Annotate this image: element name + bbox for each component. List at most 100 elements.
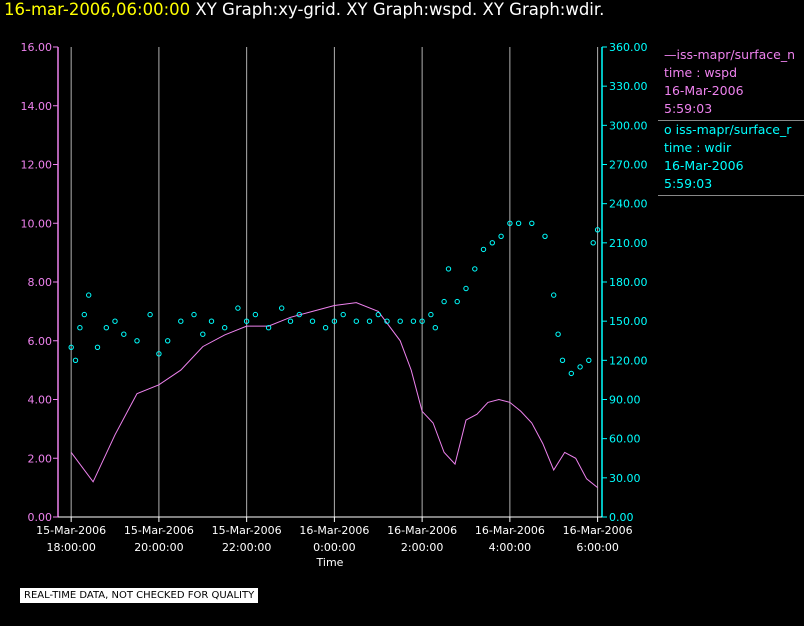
x-tick-date-6: 16-Mar-2006	[563, 524, 633, 537]
x-tick-time-0: 18:00:00	[46, 541, 95, 554]
y-left-tick-3: 6.00	[28, 335, 53, 348]
wdir-point	[309, 318, 316, 324]
wdir-point	[384, 318, 390, 324]
wdir-point	[147, 311, 153, 318]
wdir-point	[165, 338, 171, 344]
x-tick-date-2: 15-Mar-2006	[212, 524, 282, 537]
wdir-point	[590, 240, 596, 246]
wdir-point	[112, 318, 118, 324]
legend-wspd: —iss-mapr/surface_n time : wspd 16-Mar-2…	[664, 46, 804, 118]
wdir-point	[529, 220, 535, 227]
wdir-point	[340, 311, 346, 318]
wdir-point	[568, 370, 574, 377]
wdir-point	[191, 311, 197, 318]
wdir-point	[235, 305, 241, 311]
title-date: 16-mar-2006,06:00:00	[4, 0, 191, 19]
x-tick-date-1: 15-Mar-2006	[124, 524, 194, 537]
wdir-point	[472, 266, 478, 272]
legend-wdir-line1: time : wdir	[664, 140, 732, 155]
wdir-point	[432, 325, 438, 331]
y-right-tick-1: 30.00	[609, 472, 641, 485]
x-tick-time-3: 0:00:00	[313, 541, 355, 554]
x-tick-time-6: 6:00:00	[576, 541, 618, 554]
wdir-point	[86, 292, 92, 298]
legend-wspd-line3: 5:59:03	[664, 101, 713, 116]
wdir-point	[551, 292, 557, 298]
y-right-ticks: 0.00 30.00 60.00 90.00 120.00 150.00 180.00 210…	[602, 41, 648, 524]
wdir-point	[353, 318, 359, 324]
legend-wdir-name: iss-mapr/surface_r	[675, 122, 792, 137]
legend-wdir: o iss-mapr/surface_r time : wdir 16-Mar-…	[664, 121, 804, 193]
wdir-point	[445, 266, 452, 272]
x-tick-date-0: 15-Mar-2006	[36, 524, 106, 537]
legend-wdir-symbol: o	[664, 122, 676, 137]
y-right-tick-4: 120.00	[609, 354, 648, 367]
wdir-point	[252, 311, 259, 318]
legend-wdir-line3: 5:59:03	[664, 176, 713, 191]
x-tick-date-4: 16-Mar-2006	[387, 524, 457, 537]
wdir-point	[454, 298, 460, 305]
wdir-point	[222, 325, 228, 331]
x-axis-label: Time	[316, 556, 344, 569]
wdir-point	[68, 344, 74, 350]
legend-separator	[658, 120, 804, 121]
wdir-point	[577, 364, 583, 370]
quality-notice: REAL-TIME DATA, NOT CHECKED FOR QUALITY	[20, 588, 259, 603]
y-right-tick-11: 330.00	[609, 80, 648, 93]
wdir-point	[542, 233, 548, 240]
y-right-tick-6: 180.00	[609, 276, 648, 289]
y-right-tick-9: 270.00	[609, 159, 648, 172]
y-right-tick-7: 210.00	[609, 237, 648, 250]
wdir-point	[441, 298, 447, 305]
wdir-series-points	[68, 220, 601, 377]
wdir-point	[559, 357, 566, 363]
wdir-point	[287, 318, 294, 324]
wdir-point	[331, 318, 338, 324]
y-left-tick-5: 10.00	[21, 217, 53, 230]
wdir-point	[498, 233, 504, 240]
chart-title: 16-mar-2006,06:00:00 XY Graph:xy-grid. X…	[4, 0, 604, 19]
wdir-point	[489, 240, 495, 246]
wdir-point	[77, 325, 83, 331]
y-right-tick-10: 300.00	[609, 119, 648, 132]
title-graphs: XY Graph:xy-grid. XY Graph:wspd. XY Grap…	[195, 0, 605, 19]
y-right-tick-2: 60.00	[609, 433, 641, 446]
legend-wspd-line1: time : wspd	[664, 65, 738, 80]
x-tick-time-2: 22:00:00	[222, 541, 271, 554]
wdir-point	[515, 220, 522, 227]
wdir-point	[103, 325, 110, 331]
x-tick-time-4: 2:00:00	[401, 541, 443, 554]
y-left-tick-4: 8.00	[28, 276, 53, 289]
y-right-tick-3: 90.00	[609, 394, 641, 407]
y-left-tick-8: 16.00	[21, 41, 53, 54]
wdir-point	[586, 357, 592, 363]
x-tick-date-5: 16-Mar-2006	[475, 524, 545, 537]
wdir-point	[428, 311, 434, 318]
x-tick-date-3: 16-Mar-2006	[299, 524, 369, 537]
y-right-tick-0: 0.00	[609, 511, 634, 524]
wdir-point	[375, 311, 381, 318]
wdir-point	[480, 246, 487, 253]
wspd-series-line	[70, 302, 598, 488]
legend: —iss-mapr/surface_n time : wspd 16-Mar-2…	[658, 46, 804, 196]
x-tick-time-1: 20:00:00	[134, 541, 183, 554]
wdir-point	[594, 227, 601, 233]
wdir-point	[208, 318, 215, 324]
wdir-point	[463, 285, 469, 292]
y-left-tick-0: 0.00	[28, 511, 53, 524]
wdir-point	[507, 220, 513, 227]
wdir-point	[410, 318, 417, 324]
wdir-point	[72, 357, 79, 363]
y-left-tick-1: 2.00	[28, 452, 53, 465]
y-left-tick-2: 4.00	[28, 394, 53, 407]
x-tick-time-5: 4:00:00	[489, 541, 531, 554]
wdir-point	[296, 311, 302, 318]
wdir-point	[243, 318, 250, 324]
wdir-point	[279, 305, 285, 311]
wdir-point	[419, 318, 425, 324]
wdir-point	[200, 331, 206, 337]
y-right-tick-5: 150.00	[609, 315, 648, 328]
legend-wspd-name: iss-mapr/surface_n	[676, 47, 796, 62]
legend-separator-bottom	[658, 195, 804, 196]
